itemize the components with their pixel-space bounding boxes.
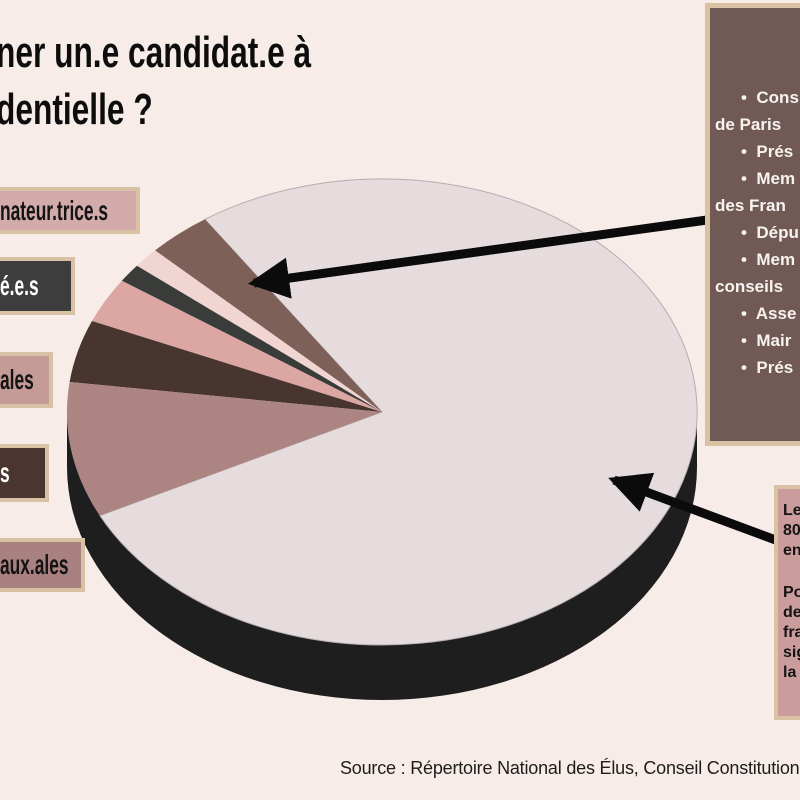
pie-slice-brown: [155, 219, 382, 412]
left-label-5: aux.ales: [0, 538, 85, 592]
panel-wrap-line: des Fran: [715, 196, 786, 215]
panel-bullet-line: • Prés: [741, 358, 794, 377]
pie-3d-base: [67, 412, 697, 700]
title-line-2: dentielle ?: [0, 85, 153, 134]
left-label-4: s: [0, 444, 49, 502]
pie-slice-salmon: [92, 280, 382, 412]
left-label-2-text: é.e.s: [0, 270, 39, 301]
left-label-2: é.e.s: [0, 257, 75, 315]
panel-wrap-line: conseils: [715, 277, 784, 296]
left-label-1-text: nateur.trice.s: [0, 194, 109, 226]
panel-wrap-line: de Paris: [715, 115, 782, 134]
note-paragraph-2: Po de fra sig la: [783, 584, 800, 681]
panel-bullet-line: • Mem: [741, 169, 796, 188]
left-label-1: nateur.trice.s: [0, 187, 140, 234]
panel-bullet-line: • Cons: [741, 88, 799, 107]
panel-bullet-line: • Asse: [741, 304, 797, 323]
left-label-5-text: aux.ales: [0, 549, 69, 580]
source-caption: Source : Répertoire National des Élus, C…: [340, 758, 800, 778]
arrow-to-small-slice: [247, 215, 708, 299]
panel-bullet-line: • Mem: [741, 250, 796, 269]
annotation-panel-right: • Cons de Paris • Prés • Mem des Fran • …: [705, 3, 800, 446]
panel-bullet-line: • Mair: [741, 331, 792, 350]
left-label-3-text: ales: [0, 364, 34, 395]
arrow-to-large-slice: [608, 472, 783, 547]
note-paragraph-1: Le 80 en: [783, 502, 800, 559]
pie-slice-dark-brown: [69, 321, 382, 412]
annotation-panel-note: Le 80 en Po de fra sig la: [774, 485, 800, 720]
left-label-3: ales: [0, 352, 53, 408]
panel-bullet-line: • Prés: [741, 142, 794, 161]
left-label-4-text: s: [0, 457, 10, 488]
pie-slice-majority-light: [99, 178, 698, 646]
pie-slice-dark-gray: [121, 265, 383, 412]
title-line-1: ner un.e candidat.e à: [0, 28, 312, 77]
pie-slice-mauve: [66, 382, 382, 516]
panel-bullet-line: • Dépu: [741, 223, 799, 242]
pie-slice-light-pink: [136, 250, 382, 412]
pie-slices: [66, 178, 698, 646]
page-title: ner un.e candidat.e à dentielle ?: [0, 24, 434, 138]
